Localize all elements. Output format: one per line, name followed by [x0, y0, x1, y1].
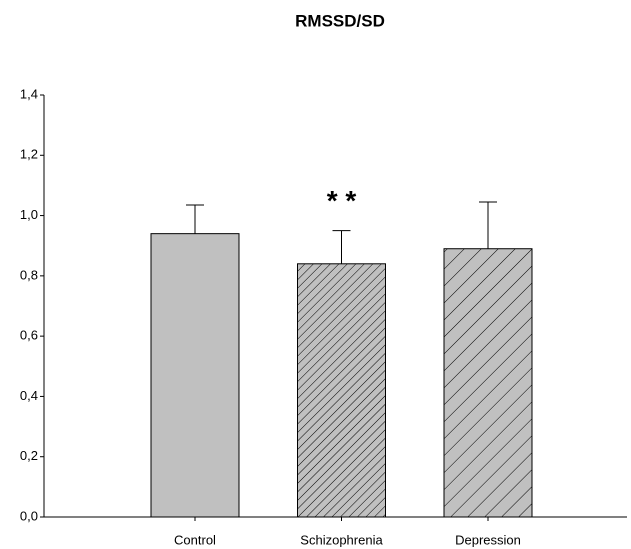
x-tick-label: Depression — [455, 532, 521, 547]
y-tick-label: 0,0 — [20, 508, 38, 523]
annotation: * * — [327, 185, 357, 216]
x-tick-label: Schizophrenia — [300, 532, 383, 547]
y-tick-label: 0,6 — [20, 328, 38, 343]
y-tick-label: 0,8 — [20, 267, 38, 282]
bar — [297, 263, 386, 518]
y-tick-label: 1,0 — [20, 207, 38, 222]
x-tick-label: Control — [174, 532, 216, 547]
y-tick-label: 0,4 — [20, 388, 38, 403]
bar — [150, 233, 240, 518]
y-tick-label: 0,2 — [20, 448, 38, 463]
bar — [443, 248, 533, 518]
chart-title: RMSSD/SD — [295, 11, 385, 30]
y-tick-label: 1,2 — [20, 147, 38, 162]
y-tick-label: 1,4 — [20, 86, 38, 101]
